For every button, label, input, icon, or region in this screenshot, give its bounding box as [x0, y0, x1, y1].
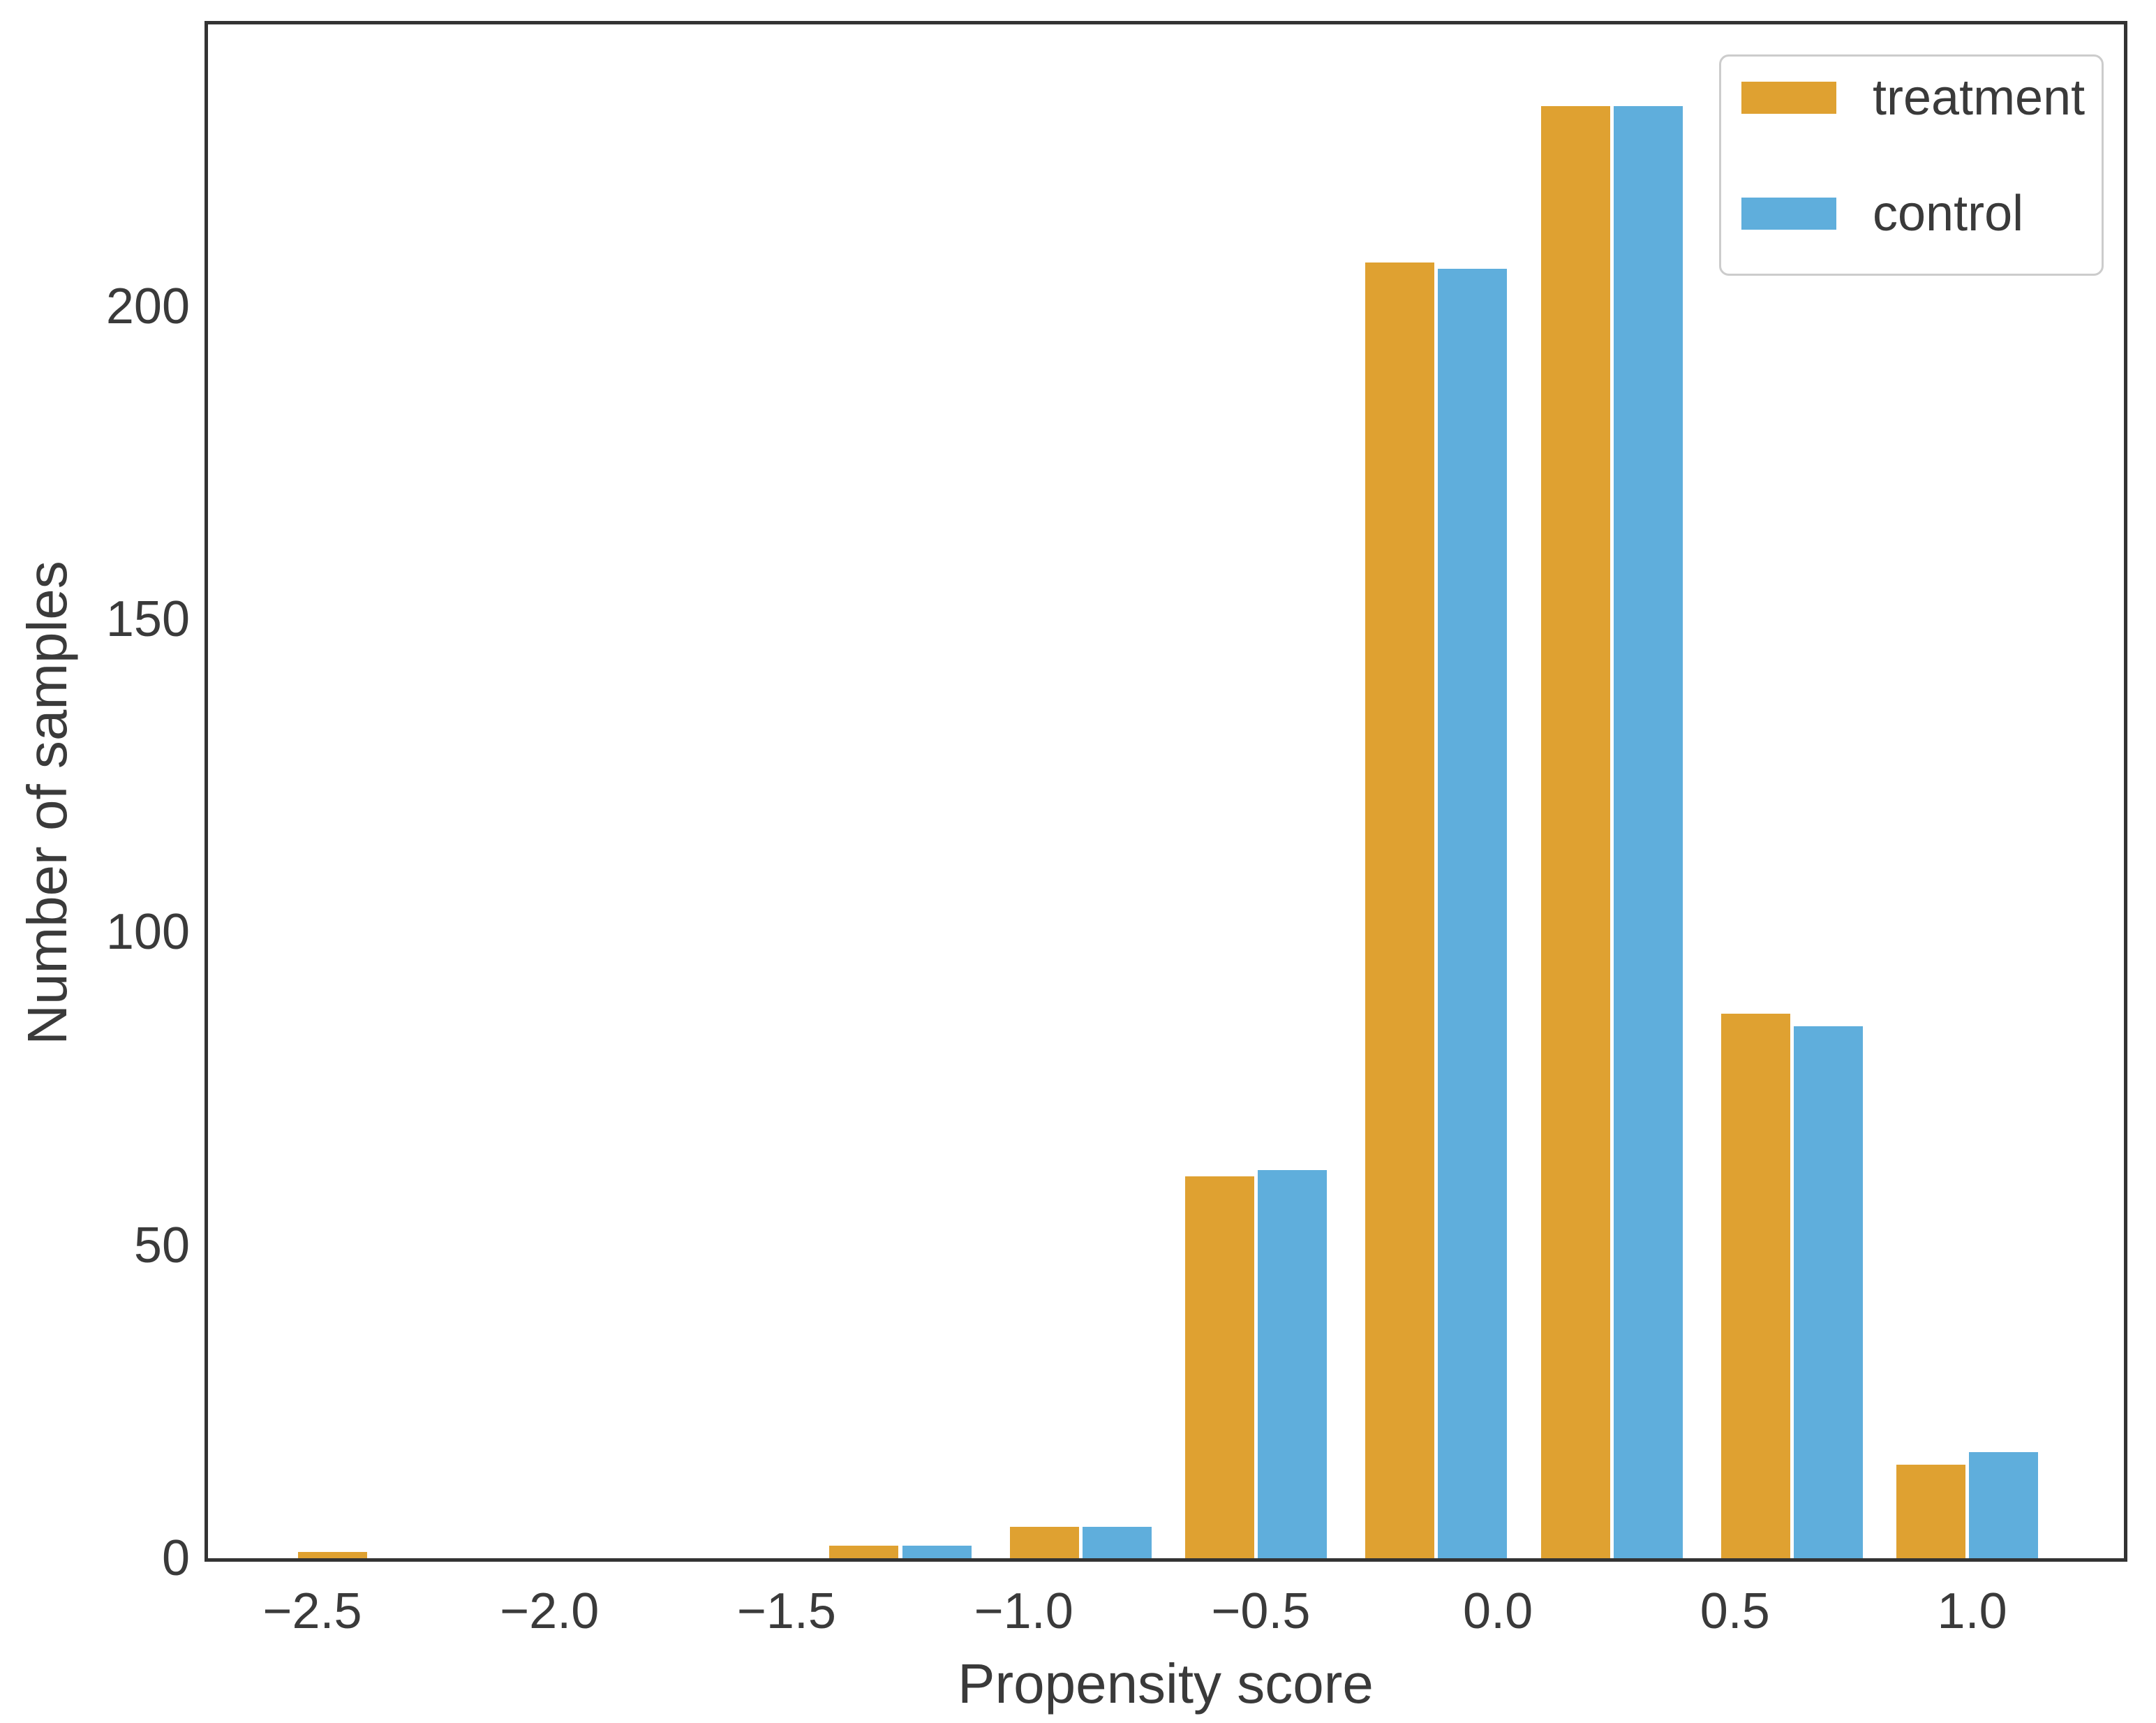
treatment-bar-bin-6 [1365, 262, 1435, 1558]
control-bar-bin-4 [1082, 1527, 1152, 1558]
y-tick-200: 200 [105, 278, 190, 334]
x-axis-title: Propensity score [958, 1652, 1374, 1715]
legend-label-treatment: treatment [1873, 70, 2086, 126]
treatment-bar-bin-4 [1009, 1527, 1079, 1558]
treatment-bar-bin-3 [829, 1546, 899, 1558]
legend-entry-treatment: treatment [1721, 73, 2102, 123]
control-bar-bin-8 [1793, 1026, 1864, 1558]
control-bar-bin-7 [1613, 105, 1683, 1558]
x-tick-0.0: 0.0 [1463, 1583, 1533, 1639]
control-bar-bin-5 [1258, 1170, 1328, 1558]
x-tick-−2.0: −2.0 [500, 1583, 600, 1639]
treatment-swatch [1741, 82, 1836, 114]
control-bar-bin-3 [902, 1546, 972, 1558]
x-tick-−1.0: −1.0 [974, 1583, 1073, 1639]
y-tick-100: 100 [105, 904, 190, 961]
legend: treatment control [1719, 54, 2104, 276]
treatment-bar-bin-8 [1720, 1013, 1790, 1558]
plot-area [208, 24, 2124, 1558]
y-tick-150: 150 [105, 591, 190, 647]
treatment-bar-bin-0 [298, 1552, 368, 1558]
x-tick-1.0: 1.0 [1937, 1583, 2007, 1639]
x-tick-−2.5: −2.5 [262, 1583, 362, 1639]
treatment-bar-bin-9 [1896, 1464, 1966, 1558]
x-tick-−1.5: −1.5 [736, 1583, 836, 1639]
y-tick-50: 50 [133, 1217, 190, 1273]
x-tick-−0.5: −0.5 [1211, 1583, 1311, 1639]
control-swatch [1741, 198, 1836, 230]
y-axis-title: Number of samples [16, 561, 78, 1045]
x-tick-0.5: 0.5 [1700, 1583, 1770, 1639]
treatment-bar-bin-7 [1540, 105, 1610, 1558]
control-bar-bin-6 [1438, 268, 1508, 1558]
control-bar-bin-9 [1969, 1451, 2039, 1558]
legend-label-control: control [1873, 186, 2024, 242]
treatment-bar-bin-5 [1184, 1176, 1255, 1558]
y-tick-0: 0 [161, 1530, 190, 1586]
legend-entry-control: control [1721, 188, 2102, 239]
